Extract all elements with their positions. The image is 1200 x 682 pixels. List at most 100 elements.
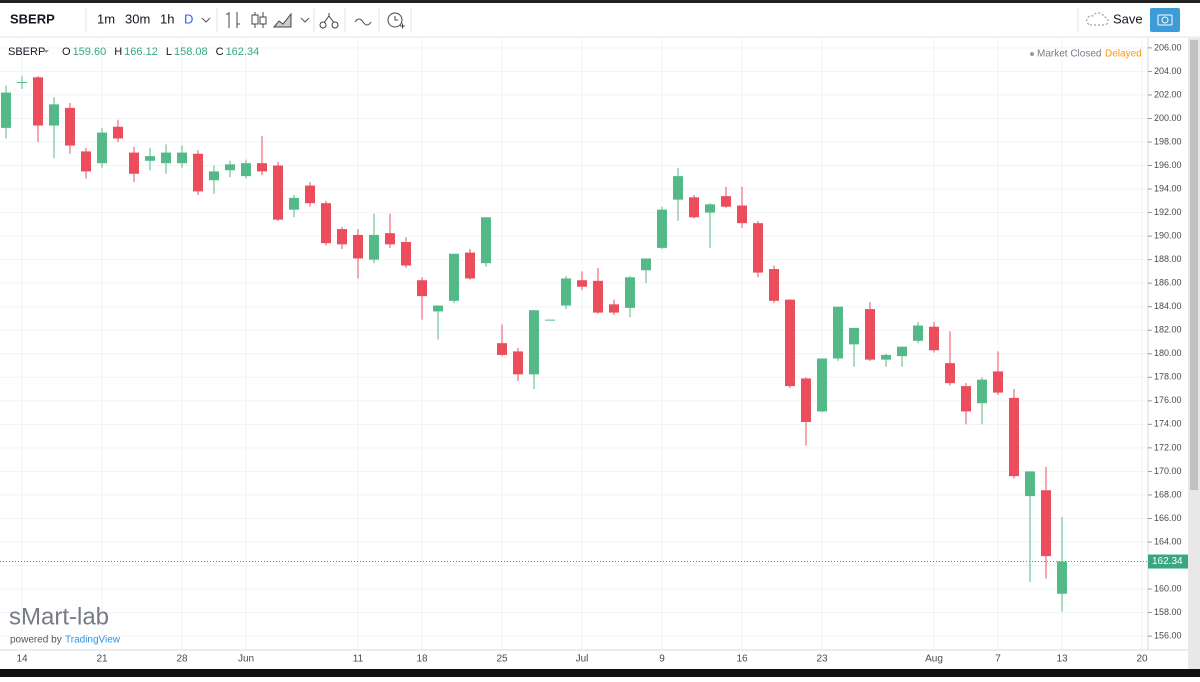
y-tick-label: 172.00 [1154, 442, 1182, 452]
x-tick-label: 9 [659, 654, 665, 665]
x-tick-label: 21 [96, 654, 108, 665]
y-tick-label: 158.00 [1154, 607, 1182, 617]
candle-body [353, 234, 363, 259]
area-icon[interactable] [272, 12, 292, 28]
candle-body [305, 185, 315, 204]
candle-body [657, 209, 667, 248]
x-tick-label: Jun [238, 654, 254, 665]
dropdown-icon[interactable] [43, 50, 49, 53]
candle-body [593, 280, 603, 313]
candle-body [113, 126, 123, 139]
legend: SBERP O 159.60 H 166.12 L 158.08 C 162.34 [8, 46, 259, 58]
interval-active[interactable]: D [184, 11, 193, 26]
y-tick-label: 174.00 [1154, 419, 1182, 429]
y-tick-label: 200.00 [1154, 113, 1182, 123]
candle-body [881, 354, 891, 360]
status-dot [1030, 52, 1034, 56]
y-tick-label: 166.00 [1154, 513, 1182, 523]
indicators-icon[interactable] [354, 18, 372, 26]
y-tick-label: 194.00 [1154, 183, 1182, 193]
watermark-provider[interactable]: TradingView [65, 635, 121, 646]
watermark-brand: sMart-lab [9, 603, 109, 630]
alert-icon[interactable] [387, 12, 403, 28]
candle-body [817, 358, 827, 412]
compare-icon[interactable] [331, 21, 339, 29]
candle-body [321, 203, 331, 244]
x-tick-label: 18 [416, 654, 428, 665]
dropdown-icon[interactable] [300, 17, 310, 23]
candle-body [289, 197, 299, 210]
candle-body [65, 107, 75, 146]
candle-body [625, 277, 635, 308]
legend-key: C [216, 46, 224, 58]
candle-body [577, 280, 587, 287]
candle-body [97, 132, 107, 164]
top-edge [0, 0, 1200, 3]
candle-body [689, 197, 699, 218]
y-tick-label: 176.00 [1154, 395, 1182, 405]
candle-body [865, 309, 875, 360]
candles-icon[interactable] [259, 16, 267, 25]
y-tick-label: 182.00 [1154, 325, 1182, 335]
x-tick-label: 16 [736, 654, 748, 665]
candle-body [81, 151, 91, 172]
alert-icon[interactable] [394, 16, 405, 29]
candle-body [993, 371, 1003, 393]
y-tick-label: 186.00 [1154, 278, 1182, 288]
legend-value: 158.08 [174, 46, 208, 58]
x-tick-label: Jul [576, 654, 589, 665]
y-tick-label: 192.00 [1154, 207, 1182, 217]
camera-icon [1161, 16, 1169, 24]
candle-body [913, 325, 923, 341]
candle-body [721, 196, 731, 207]
candle-body [833, 306, 843, 359]
candle-body [561, 278, 571, 306]
y-tick-label: 180.00 [1154, 348, 1182, 358]
legend-symbol: SBERP [8, 46, 45, 58]
snapshot-button[interactable] [1150, 8, 1180, 32]
grid [0, 38, 1148, 650]
y-tick-label: 204.00 [1154, 66, 1182, 76]
symbol[interactable]: SBERP [10, 11, 55, 26]
interval[interactable]: 30m [125, 11, 150, 26]
candles-icon[interactable] [251, 14, 259, 25]
candle-body [1009, 397, 1019, 477]
candle-body [401, 242, 411, 266]
y-tick-label: 156.00 [1154, 630, 1182, 640]
save-button[interactable]: Save [1113, 11, 1143, 26]
legend-value: 166.12 [124, 46, 158, 58]
candle-body [241, 163, 251, 177]
x-tick-label: 25 [496, 654, 508, 665]
candle-body [273, 165, 283, 220]
candle-body [129, 152, 139, 174]
x-tick-label: 23 [816, 654, 828, 665]
dropdown-icon[interactable] [201, 17, 211, 23]
candle-body [769, 269, 779, 301]
interval[interactable]: 1h [160, 11, 174, 26]
compare-icon[interactable] [322, 13, 336, 25]
candle-body [193, 153, 203, 192]
candle-body [641, 258, 651, 271]
feed-status: Delayed [1105, 49, 1142, 60]
compare-icon[interactable] [319, 21, 327, 29]
candle-body [529, 310, 539, 375]
candle-body [705, 204, 715, 213]
candle-body [737, 205, 747, 224]
candle-body [481, 217, 491, 264]
cloud-icon[interactable] [1086, 12, 1109, 26]
y-tick-label: 190.00 [1154, 230, 1182, 240]
candle-body [145, 156, 155, 161]
scrollbar-thumb[interactable] [1190, 40, 1198, 490]
candle-body [961, 386, 971, 412]
toolbar-bg [0, 3, 1200, 37]
bars-icon[interactable] [226, 12, 240, 28]
y-tick-label: 202.00 [1154, 89, 1182, 99]
candle-body [177, 152, 187, 164]
interval[interactable]: 1m [97, 11, 115, 26]
x-tick-label: 14 [16, 654, 28, 665]
candle-body [257, 163, 267, 172]
candle-body [513, 351, 523, 375]
candle-body [225, 164, 235, 171]
candle-body [369, 234, 379, 260]
